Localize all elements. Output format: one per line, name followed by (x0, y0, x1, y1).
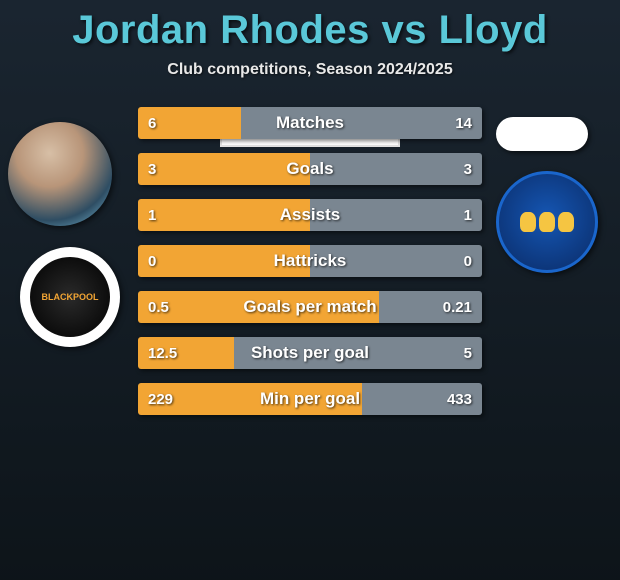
stat-row: 11Assists (138, 199, 482, 231)
player-left-club-badge: BLACKPOOL (20, 247, 120, 347)
stat-value-right: 1 (464, 199, 472, 231)
player-right-avatar (496, 117, 588, 151)
stat-bar-right (310, 153, 482, 185)
player-right-club-badge (496, 171, 598, 273)
stat-bar-left (138, 153, 310, 185)
stat-value-left: 12.5 (148, 337, 177, 369)
stat-bar-right (241, 107, 482, 139)
stat-row: 00Hattricks (138, 245, 482, 277)
stat-value-right: 14 (455, 107, 472, 139)
stat-bar-right (234, 337, 482, 369)
blackpool-badge-icon: BLACKPOOL (30, 257, 110, 337)
stat-bar-left (138, 245, 310, 277)
stat-bar-right (310, 245, 482, 277)
page-title: Jordan Rhodes vs Lloyd (0, 8, 620, 53)
subtitle: Club competitions, Season 2024/2025 (0, 61, 620, 79)
stat-row: 614Matches (138, 107, 482, 139)
stat-bar-left (138, 291, 379, 323)
stat-bars-container: 614Matches33Goals11Assists00Hattricks0.5… (138, 107, 482, 429)
stat-row: 229433Min per goal (138, 383, 482, 415)
stat-value-right: 3 (464, 153, 472, 185)
stat-value-left: 0.5 (148, 291, 169, 323)
stat-value-left: 229 (148, 383, 173, 415)
stat-row: 33Goals (138, 153, 482, 185)
stat-row: 0.50.21Goals per match (138, 291, 482, 323)
stat-value-right: 0 (464, 245, 472, 277)
stat-bar-right (310, 199, 482, 231)
stat-value-left: 6 (148, 107, 156, 139)
stat-value-left: 3 (148, 153, 156, 185)
stat-value-left: 0 (148, 245, 156, 277)
stat-bar-left (138, 199, 310, 231)
stat-value-right: 433 (447, 383, 472, 415)
stat-value-right: 0.21 (443, 291, 472, 323)
stat-row: 12.55Shots per goal (138, 337, 482, 369)
stat-value-right: 5 (464, 337, 472, 369)
shrewsbury-badge-icon (520, 212, 574, 232)
stat-value-left: 1 (148, 199, 156, 231)
player-left-avatar (8, 122, 112, 226)
